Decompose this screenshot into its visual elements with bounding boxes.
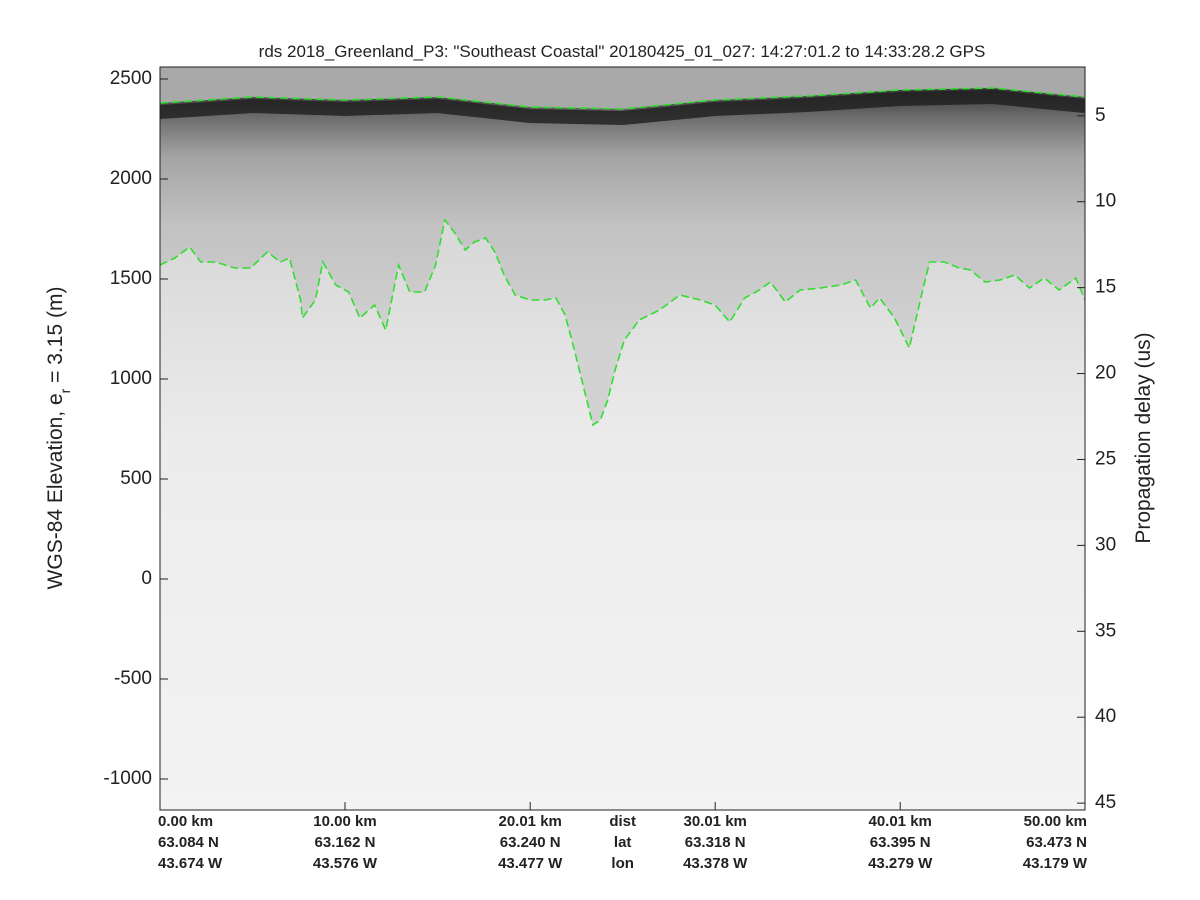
lon-label: 43.179 W xyxy=(1023,855,1088,872)
x-tick-label: 50.00 km xyxy=(1024,813,1087,830)
y2-tick-label: 25 xyxy=(1095,448,1116,469)
y-axis-label: WGS-84 Elevation, er = 3.15 (m) xyxy=(44,287,73,590)
y2-tick-label: 5 xyxy=(1095,105,1106,126)
x-tick-label: 20.01 km xyxy=(498,813,561,830)
plot-frame xyxy=(159,66,1086,811)
y2-tick-label: 45 xyxy=(1095,792,1116,813)
layer-line xyxy=(160,87,1085,110)
y-tick-label: 1500 xyxy=(110,268,152,289)
y2-tick-label: 35 xyxy=(1095,620,1116,641)
y-axis-label-end: = 3.15 (m) xyxy=(44,287,67,389)
lon-label: 43.279 W xyxy=(868,855,933,872)
x-tick-label: 10.00 km xyxy=(313,813,376,830)
lon-label: 43.378 W xyxy=(683,855,748,872)
y-tick-label: 1000 xyxy=(110,368,152,389)
row-label: dist xyxy=(609,813,636,830)
y-tick-label: 500 xyxy=(120,468,152,489)
y2-axis-label: Propagation delay (us) xyxy=(1132,332,1155,543)
lat-label: 63.240 N xyxy=(500,834,561,851)
lat-label: 63.318 N xyxy=(685,834,746,851)
lon-label: 43.674 W xyxy=(158,855,223,872)
row-label: lat xyxy=(614,834,632,851)
y-axis-label-sub: r xyxy=(57,388,73,393)
ice-shading xyxy=(160,88,1085,425)
x-tick-label: 30.01 km xyxy=(683,813,746,830)
y-tick-label: 0 xyxy=(141,568,152,589)
y-tick-label: -500 xyxy=(114,668,152,689)
row-label: lon xyxy=(611,855,634,872)
y2-tick-label: 40 xyxy=(1095,706,1116,727)
y2-tick-label: 10 xyxy=(1095,191,1116,212)
surface-band xyxy=(160,89,1085,126)
y2-tick-label: 20 xyxy=(1095,363,1116,384)
lon-label: 43.576 W xyxy=(313,855,378,872)
y-tick-label: 2000 xyxy=(110,168,152,189)
y2-tick-label: 15 xyxy=(1095,277,1116,298)
layer-lines xyxy=(160,87,1085,427)
lon-label: 43.477 W xyxy=(498,855,563,872)
y-tick-label: -1000 xyxy=(103,768,152,789)
y-tick-label: 2500 xyxy=(110,68,152,89)
x-tick-label: 40.01 km xyxy=(868,813,931,830)
lat-label: 63.162 N xyxy=(315,834,376,851)
lat-label: 63.084 N xyxy=(158,834,219,851)
lat-label: 63.395 N xyxy=(870,834,931,851)
y2-tick-label: 30 xyxy=(1095,534,1116,555)
lat-label: 63.473 N xyxy=(1026,834,1087,851)
chart-title: rds 2018_Greenland_P3: "Southeast Coasta… xyxy=(259,42,986,61)
y-axis-label-main: WGS-84 Elevation, e xyxy=(44,393,67,589)
x-tick-label: 0.00 km xyxy=(158,813,213,830)
layer-line xyxy=(160,218,1085,427)
